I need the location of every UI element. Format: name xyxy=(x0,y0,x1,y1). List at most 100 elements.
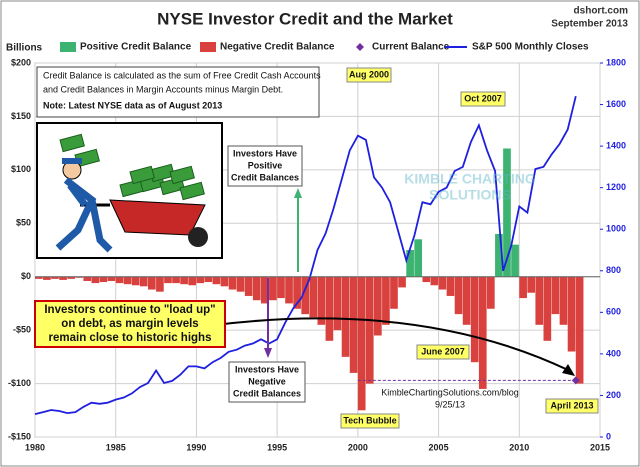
arrowhead xyxy=(294,188,302,198)
money xyxy=(59,133,85,153)
annotation-box xyxy=(416,344,470,360)
bar xyxy=(99,276,108,283)
bar xyxy=(511,244,519,277)
source-date: September 2013 xyxy=(551,19,628,30)
bar xyxy=(91,276,100,284)
bar xyxy=(382,276,390,325)
x-tick-label: 1985 xyxy=(106,442,126,452)
arrow-curve xyxy=(214,317,569,371)
bar xyxy=(83,276,92,281)
bar xyxy=(341,276,350,357)
annotation-text: Investors Have xyxy=(233,148,297,158)
legend-label: Negative Credit Balance xyxy=(220,42,335,53)
bar xyxy=(293,276,301,309)
annotation-text: Aug 2000 xyxy=(349,69,389,79)
bar xyxy=(374,276,382,336)
y-tick-label: $150 xyxy=(11,111,31,121)
bar xyxy=(180,276,188,285)
bar xyxy=(567,276,576,352)
bar xyxy=(406,250,414,277)
bar xyxy=(527,276,536,293)
annotation-text: Positive xyxy=(248,160,283,170)
bar xyxy=(519,276,527,299)
y-tick-label: $200 xyxy=(11,57,31,67)
source: dshort.com xyxy=(574,6,629,17)
annotation-text: KimbleChartingSolutions.com/blog xyxy=(381,387,519,397)
y-tick-label: $100 xyxy=(11,164,31,174)
bar xyxy=(575,276,584,384)
bar xyxy=(252,276,261,301)
annotation-box xyxy=(34,300,226,348)
bar xyxy=(285,276,293,304)
bar xyxy=(75,276,84,278)
x-tick-label: 1990 xyxy=(186,442,206,452)
y2-tick-label: 400 xyxy=(606,348,621,358)
bar xyxy=(228,276,237,290)
body xyxy=(55,177,113,253)
legend-swatch xyxy=(60,42,76,52)
bar xyxy=(333,276,342,331)
bar xyxy=(390,276,398,309)
info-box xyxy=(36,66,320,118)
bar xyxy=(115,276,124,284)
y2-tick-label: 1400 xyxy=(606,140,626,150)
bar xyxy=(309,276,318,318)
info-text: and Credit Balances in Margin Accounts m… xyxy=(43,84,283,94)
bar xyxy=(414,239,423,277)
bar xyxy=(131,276,140,286)
bar xyxy=(438,276,447,290)
hat xyxy=(62,158,82,164)
info-text: Credit Balance is calculated as the sum … xyxy=(43,70,321,80)
y2-tick-label: 800 xyxy=(606,265,621,275)
annotation-text: 9/25/13 xyxy=(435,399,465,409)
bar xyxy=(430,276,439,286)
bar xyxy=(164,276,172,284)
y-tick-label: -$150 xyxy=(8,431,31,441)
bar xyxy=(212,276,221,285)
bar xyxy=(503,148,511,277)
bar xyxy=(244,276,253,296)
info-text: Note: Latest NYSE data as of August 2013 xyxy=(43,100,222,110)
bar xyxy=(107,276,116,281)
legend-label: Current Balance xyxy=(372,42,450,53)
bar xyxy=(148,276,156,290)
bar xyxy=(204,276,213,283)
x-tick-label: 1995 xyxy=(267,442,287,452)
bar xyxy=(325,276,334,341)
bar xyxy=(236,276,245,292)
bar xyxy=(139,276,148,287)
bar xyxy=(478,276,487,389)
bar xyxy=(454,276,463,315)
y2-tick-label: 1800 xyxy=(606,57,626,67)
bar xyxy=(446,276,455,296)
bar xyxy=(188,276,197,286)
current-balance-point xyxy=(571,376,580,385)
money xyxy=(129,165,155,185)
money xyxy=(169,165,195,185)
legend-label: Positive Credit Balance xyxy=(80,42,192,53)
annotation-text: Investors continue to "load up" xyxy=(44,304,215,316)
y2-tick-label: 600 xyxy=(606,307,621,317)
bar xyxy=(59,276,67,280)
x-tick-label: 2015 xyxy=(590,442,610,452)
bar xyxy=(35,276,43,279)
bar xyxy=(67,276,75,279)
annotation-text: April 2013 xyxy=(550,400,593,410)
legend-label: S&P 500 Monthly Closes xyxy=(472,42,589,53)
bar xyxy=(462,276,471,325)
bar xyxy=(487,276,495,309)
money xyxy=(179,181,205,201)
legend-swatch xyxy=(200,42,216,52)
bar xyxy=(398,276,406,288)
annotation-text: Tech Bubble xyxy=(343,415,396,425)
x-tick-label: 2005 xyxy=(429,442,449,452)
bar xyxy=(277,276,285,299)
cartoon xyxy=(36,122,223,259)
y2-tick-label: 1600 xyxy=(606,99,626,109)
annotation-text: on debt, as margin levels xyxy=(61,318,198,330)
annotation-text: June 2007 xyxy=(421,346,465,356)
annotation-box xyxy=(340,413,400,429)
bar xyxy=(269,276,277,301)
bar xyxy=(543,276,552,341)
